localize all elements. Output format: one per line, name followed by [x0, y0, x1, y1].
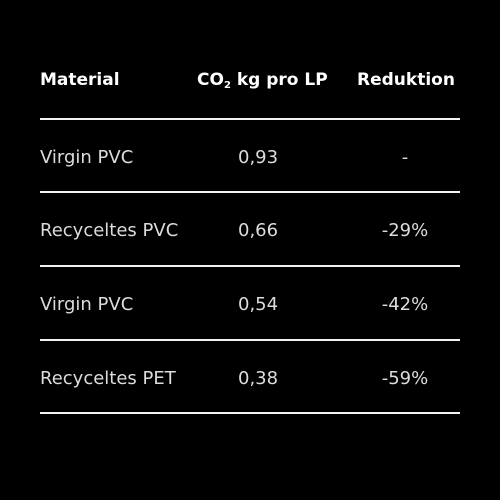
cell-reduction: -59% [381, 368, 429, 389]
cell-reduction: -29% [381, 220, 429, 241]
cell-material: Recyceltes PVC [40, 220, 179, 241]
table-row: Recyceltes PVC 0,66 -29% [40, 193, 460, 267]
header-co2: CO2 kg pro LP [197, 70, 328, 91]
table-row: Virgin PVC 0,54 -42% [40, 267, 460, 341]
cell-co2: 0,38 [238, 368, 279, 389]
header-material: Material [40, 70, 120, 90]
cell-co2: 0,54 [238, 294, 279, 315]
cell-material: Virgin PVC [40, 147, 134, 168]
header-co2-prefix: CO [197, 70, 224, 90]
header-co2-subscript: 2 [223, 80, 231, 91]
cell-reduction: - [401, 147, 409, 168]
cell-material: Virgin PVC [40, 294, 134, 315]
table-row: Virgin PVC 0,93 - [40, 120, 460, 193]
cell-co2: 0,66 [238, 220, 279, 241]
table-header-row: Material CO2 kg pro LP Reduktion [40, 0, 460, 120]
cell-co2: 0,93 [238, 147, 279, 168]
table-row: Recyceltes PET 0,38 -59% [40, 341, 460, 414]
header-co2-suffix: kg pro LP [230, 70, 328, 90]
cell-reduction: -42% [381, 294, 429, 315]
table-body: Virgin PVC 0,93 - Recyceltes PVC 0,66 -2… [40, 120, 460, 414]
cell-material: Recyceltes PET [40, 368, 176, 389]
header-reduction: Reduktion [357, 70, 455, 90]
